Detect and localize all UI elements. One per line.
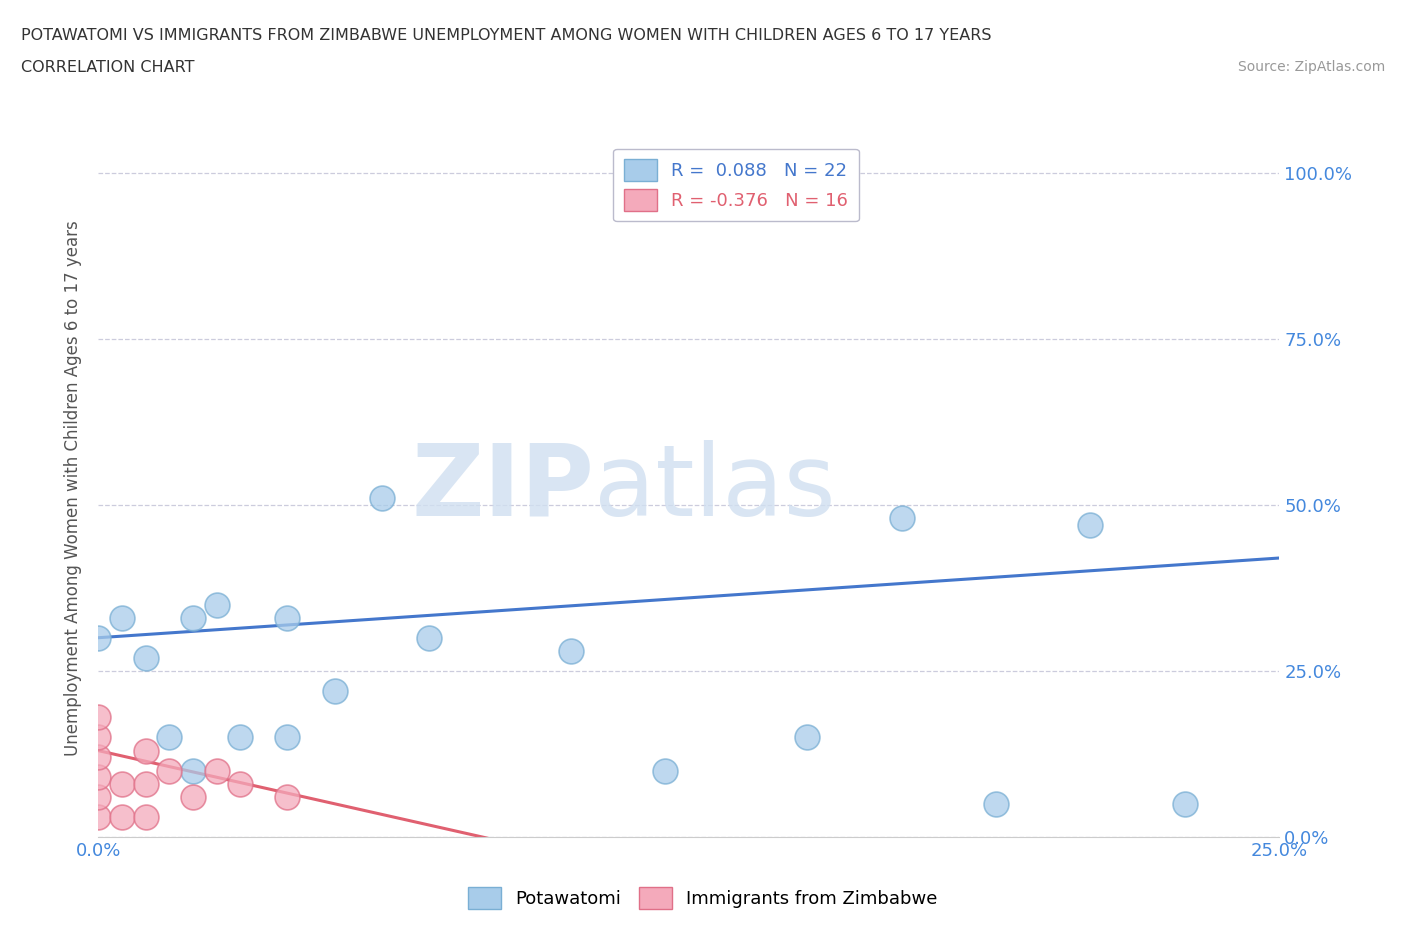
Point xyxy=(702,179,724,193)
Point xyxy=(87,770,110,785)
Point xyxy=(87,810,110,825)
Point xyxy=(205,764,228,778)
Point xyxy=(157,730,180,745)
Point xyxy=(135,810,157,825)
Point xyxy=(87,631,110,645)
Text: POTAWATOMI VS IMMIGRANTS FROM ZIMBABWE UNEMPLOYMENT AMONG WOMEN WITH CHILDREN AG: POTAWATOMI VS IMMIGRANTS FROM ZIMBABWE U… xyxy=(21,28,991,43)
Point xyxy=(890,511,912,525)
Point xyxy=(323,684,346,698)
Text: ZIP: ZIP xyxy=(412,440,595,537)
Point xyxy=(87,730,110,745)
Point xyxy=(181,790,204,804)
Point xyxy=(111,777,134,791)
Y-axis label: Unemployment Among Women with Children Ages 6 to 17 years: Unemployment Among Women with Children A… xyxy=(65,220,83,756)
Point xyxy=(135,777,157,791)
Point xyxy=(111,810,134,825)
Point xyxy=(135,743,157,758)
Point xyxy=(87,710,110,724)
Point xyxy=(276,610,298,625)
Point xyxy=(87,790,110,804)
Point xyxy=(560,644,582,658)
Point xyxy=(229,730,252,745)
Point xyxy=(654,764,676,778)
Point xyxy=(87,750,110,764)
Point xyxy=(229,777,252,791)
Point xyxy=(276,790,298,804)
Legend: Potawatomi, Immigrants from Zimbabwe: Potawatomi, Immigrants from Zimbabwe xyxy=(461,880,945,916)
Point xyxy=(371,491,394,506)
Point xyxy=(796,730,818,745)
Legend: R =  0.088   N = 22, R = -0.376   N = 16: R = 0.088 N = 22, R = -0.376 N = 16 xyxy=(613,149,859,221)
Text: CORRELATION CHART: CORRELATION CHART xyxy=(21,60,194,75)
Text: Source: ZipAtlas.com: Source: ZipAtlas.com xyxy=(1237,60,1385,74)
Point xyxy=(1174,796,1197,811)
Point xyxy=(111,610,134,625)
Point xyxy=(276,730,298,745)
Point xyxy=(205,597,228,612)
Point xyxy=(181,764,204,778)
Point xyxy=(135,650,157,665)
Point xyxy=(181,610,204,625)
Point xyxy=(157,764,180,778)
Point xyxy=(984,796,1007,811)
Point xyxy=(418,631,440,645)
Text: atlas: atlas xyxy=(595,440,837,537)
Point xyxy=(1080,517,1102,532)
